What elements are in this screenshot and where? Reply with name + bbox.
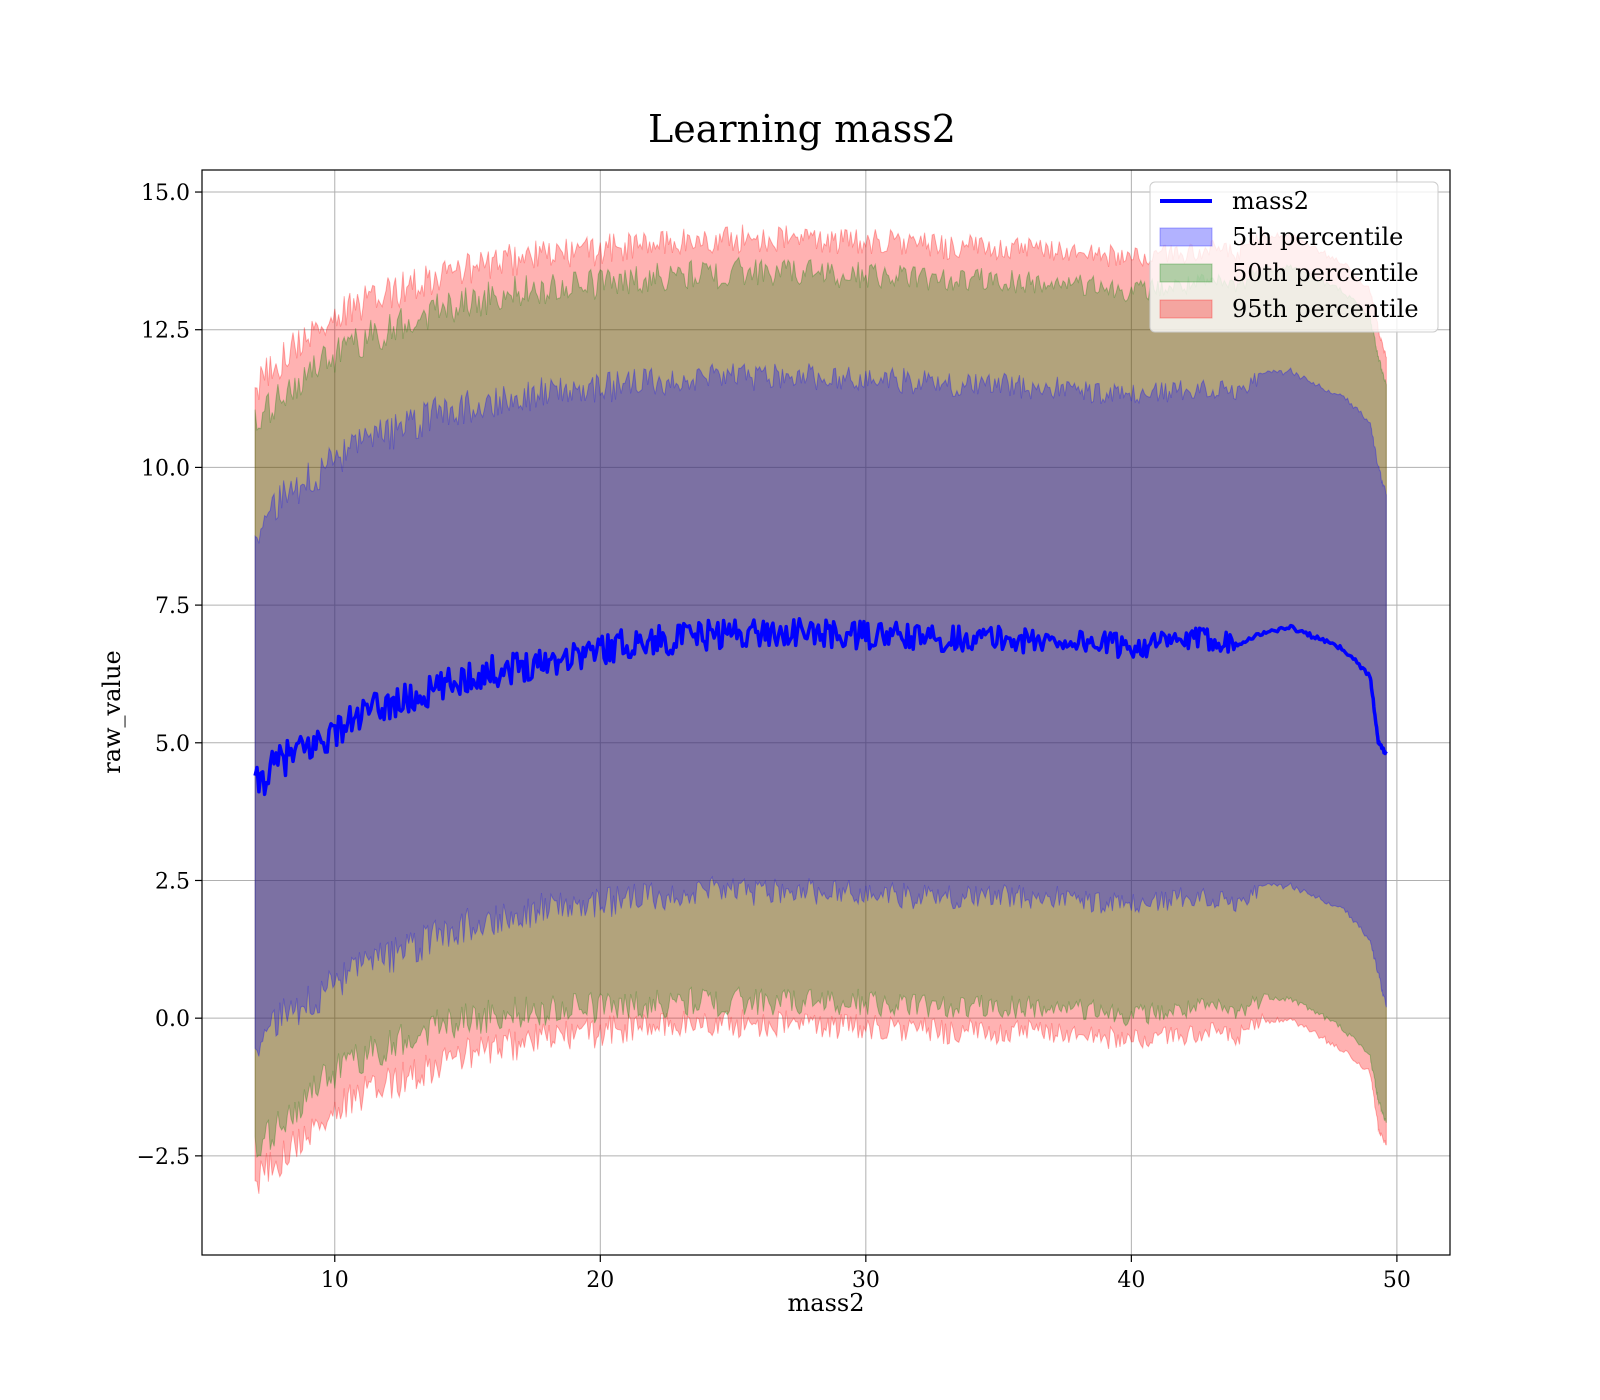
legend-box (1149, 181, 1439, 333)
y-tick-label: 5.0 (155, 732, 190, 757)
y-tick-label: 7.5 (155, 594, 190, 619)
y-tick-label: 15.0 (141, 181, 190, 206)
y-tick-label: 2.5 (155, 869, 190, 894)
plot-area (201, 169, 1451, 1256)
x-axis: 10 20 30 40 50 (321, 1255, 1411, 1293)
line-mass2 (253, 617, 1388, 797)
x-tick-label: 50 (1383, 1268, 1411, 1293)
plot-frame (201, 169, 1451, 1256)
grid (202, 170, 1450, 1255)
y-tick-label: 12.5 (141, 319, 190, 344)
y-tick-label: 10.0 (141, 456, 190, 481)
legend-label-5th-percentile: 5th percentile (1232, 223, 1403, 251)
y-tick-label: 0.0 (155, 1007, 190, 1032)
legend-label-95th-percentile: 95th percentile (1232, 295, 1419, 323)
y-tick-label: −2.5 (137, 1145, 190, 1170)
legend-label-50th-percentile: 50th percentile (1232, 259, 1419, 287)
y-axis-label: raw_value (98, 650, 126, 774)
x-axis-label: mass2 (788, 1289, 865, 1317)
legend-label-mass2: mass2 (1232, 187, 1309, 215)
band-5th-percentile (254, 362, 1387, 1057)
legend-swatch-5th-percentile (1159, 227, 1213, 247)
y-axis: −2.5 0.0 2.5 5.0 7.5 10.0 12.5 15.0 (137, 181, 202, 1170)
band-50th-percentile (254, 256, 1387, 1158)
lines (253, 617, 1388, 797)
legend-swatch-95th-percentile (1159, 299, 1213, 319)
x-tick-label: 30 (852, 1268, 880, 1293)
x-tick-label: 20 (586, 1268, 614, 1293)
legend-swatch-50th-percentile (1159, 263, 1213, 283)
bands (254, 224, 1387, 1194)
x-tick-label: 10 (321, 1268, 349, 1293)
band-95th-percentile (254, 224, 1387, 1194)
legend: mass2 5th percentile 50th percentile 95t… (1149, 181, 1439, 333)
chart-title: Learning mass2 (648, 107, 956, 151)
x-tick-label: 40 (1117, 1268, 1145, 1293)
